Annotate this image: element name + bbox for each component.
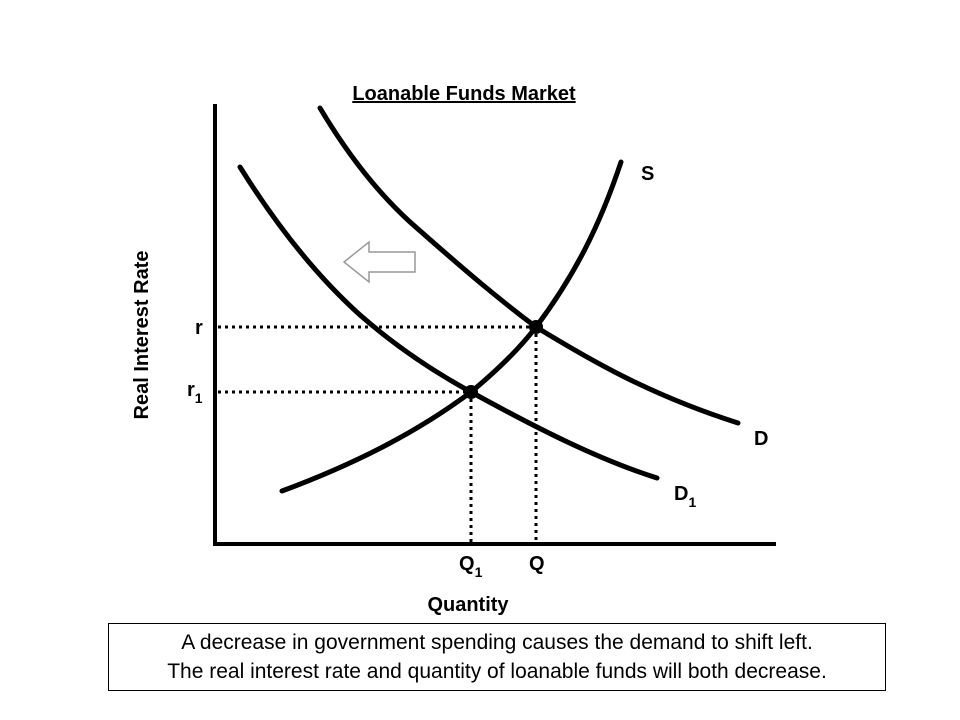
supply-curve xyxy=(279,159,624,494)
x-axis-label: Quantity xyxy=(427,594,509,616)
y-axis-label: Real Interest Rate xyxy=(131,251,153,420)
supply-label: S xyxy=(641,163,654,185)
diagram-title: Loanable Funds Market xyxy=(352,83,576,105)
equilibrium-point-original xyxy=(529,320,543,334)
caption-line-2: The real interest rate and quantity of l… xyxy=(167,660,827,683)
caption-box: A decrease in government spending causes… xyxy=(108,623,886,691)
demand-new-label: D1 xyxy=(674,483,696,510)
demand-new-label-base: D xyxy=(674,483,688,505)
quantity-label-q1-base: Q xyxy=(459,553,475,575)
price-label-r1-base: r xyxy=(187,379,195,401)
price-label-r1: r1 xyxy=(187,379,203,406)
demand-new-label-sub: 1 xyxy=(688,494,696,510)
quantity-label-q1-sub: 1 xyxy=(475,564,483,580)
quantity-label-q1: Q1 xyxy=(459,553,483,580)
demand-curve-new xyxy=(237,164,660,481)
price-label-r1-sub: 1 xyxy=(195,390,203,406)
caption-line-1: A decrease in government spending causes… xyxy=(181,631,813,654)
quantity-label-q: Q xyxy=(529,553,545,575)
left-arrow-icon xyxy=(342,240,416,284)
demand-label: D xyxy=(754,428,768,450)
demand-curve xyxy=(317,105,741,426)
price-label-r: r xyxy=(195,317,203,339)
equilibrium-point-new xyxy=(464,385,478,399)
